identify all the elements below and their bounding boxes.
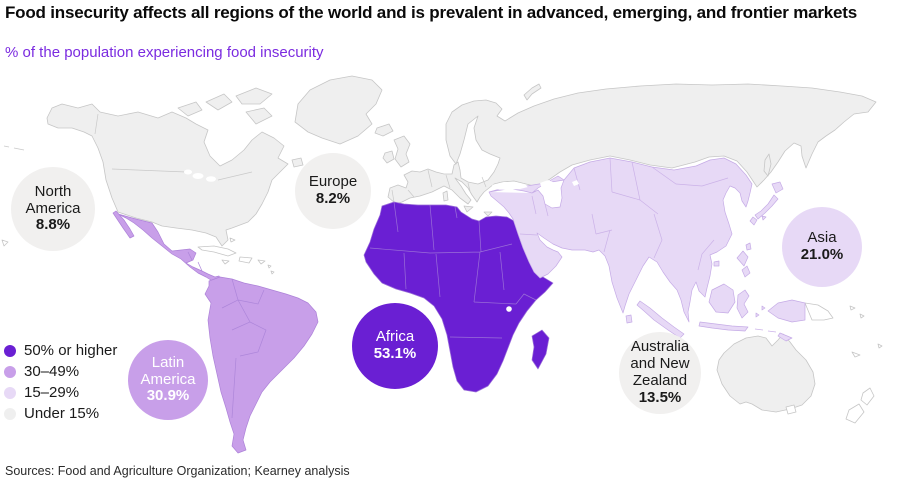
island-madagascar (531, 329, 550, 370)
island-novaya-zemlya (523, 83, 542, 101)
island-sri-lanka (625, 314, 633, 324)
islands-new-zealand (845, 387, 875, 424)
legend-item-30-49: 30–49% (4, 361, 117, 382)
country-borders-asia (519, 157, 729, 271)
island-tasmania (785, 404, 797, 415)
region-bubble-africa: Africa 53.1% (352, 303, 438, 389)
landmass-africa-main (363, 201, 554, 393)
islands-lesser-sunda (755, 305, 793, 342)
region-value: 8.8% (35, 216, 71, 234)
legend-item-50-or-higher: 50% or higher (4, 340, 117, 361)
inland-seas (492, 180, 579, 203)
island-new-guinea-east (804, 302, 834, 321)
island-sakhalin (763, 153, 772, 177)
region-bubble-latin-america: Latin America 30.9% (128, 340, 208, 420)
landmass-europe-russia (374, 83, 877, 217)
caspian-sea (540, 180, 558, 203)
region-bubble-australia-nz: Australia and New Zealand 13.5% (619, 332, 701, 414)
region-bubble-asia: Asia 21.0% (782, 207, 862, 287)
great-lakes (206, 176, 216, 182)
islands-philippines (736, 250, 751, 278)
country-borders-africa (369, 201, 537, 339)
region-label: North (34, 182, 72, 200)
island-taiwan (745, 242, 752, 251)
legend-swatch-icon (4, 344, 16, 357)
landmass-eurasia-gray (387, 83, 877, 205)
landmass-latin-america (112, 210, 319, 454)
legend-swatch-icon (4, 365, 16, 378)
legend-item-under-15: Under 15% (4, 403, 117, 424)
country-borders-latin-america (187, 251, 267, 419)
island-java (698, 321, 749, 332)
islands-japan (749, 181, 784, 226)
mediterranean-islands (442, 190, 493, 217)
legend-item-15-29: 15–29% (4, 382, 117, 403)
arctic-islands (177, 87, 273, 125)
source-note: Sources: Food and Agriculture Organizati… (5, 464, 350, 478)
island-dashes (754, 328, 777, 333)
island-sulawesi (736, 289, 750, 319)
island-new-guinea-west (767, 299, 806, 323)
legend-swatch-icon (4, 386, 16, 399)
region-label: Europe (308, 173, 358, 191)
island-borneo (708, 283, 736, 314)
black-sea (492, 182, 528, 190)
region-value: 8.2% (315, 190, 351, 207)
region-label: and New (630, 355, 690, 373)
lake-victoria (506, 306, 512, 312)
landmass-greenland (294, 75, 383, 145)
region-value: 53.1% (373, 345, 417, 362)
island-hainan (713, 260, 720, 267)
landmass-australia (716, 333, 816, 413)
region-value: 21.0% (800, 246, 844, 263)
country-borders-north-america (3, 113, 253, 181)
region-value: 30.9% (146, 387, 190, 405)
region-label: Latin (151, 353, 185, 371)
island-ireland (382, 150, 395, 164)
region-label: Africa (375, 328, 415, 346)
landmass-asia-main (488, 157, 753, 323)
landmass-north-america (3, 75, 383, 247)
landmass-mexico-central-america (117, 213, 222, 283)
region-label: America (140, 370, 196, 388)
island-newfoundland (291, 157, 304, 168)
chart-subtitle: % of the population experiencing food in… (5, 44, 324, 61)
legend: 50% or higher 30–49% 15–29% Under 15% (4, 340, 117, 424)
country-borders-europe (391, 169, 487, 203)
region-label: Asia (807, 229, 837, 247)
region-label: Zealand (632, 372, 688, 389)
island-iceland (374, 123, 394, 137)
page-title: Food insecurity affects all regions of t… (5, 3, 858, 22)
region-value: 13.5% (638, 388, 682, 406)
aral-sea (572, 180, 579, 186)
region-label: Australia (630, 338, 690, 356)
caribbean-islands (197, 237, 275, 275)
legend-swatch-icon (4, 407, 16, 420)
landmass-asia (488, 157, 806, 342)
landmass-south-america (204, 276, 319, 454)
island-uk (393, 135, 411, 168)
peninsula-baja (112, 210, 135, 239)
region-bubble-north-america: North America 8.8% (11, 167, 95, 251)
region-label: America (25, 199, 81, 217)
landmass-africa (363, 201, 554, 393)
region-bubble-europe: Europe 8.2% (295, 153, 371, 229)
